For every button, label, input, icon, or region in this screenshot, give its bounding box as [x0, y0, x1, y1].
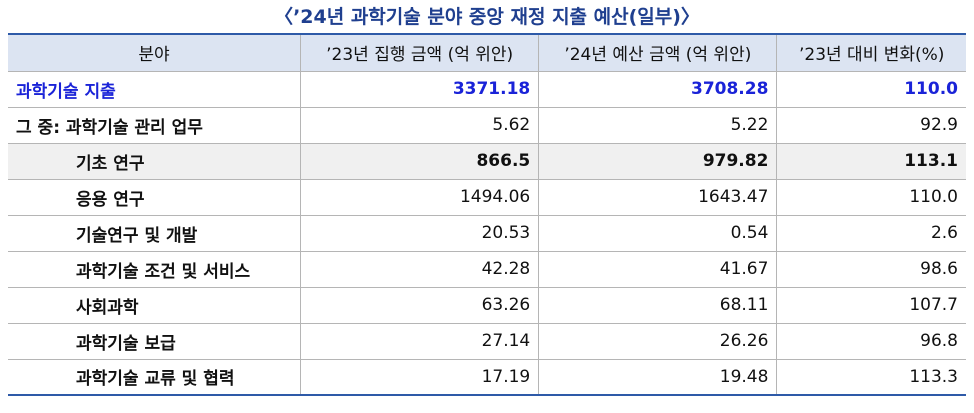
row-label: 과학기술 교류 및 협력 [8, 359, 302, 396]
row-label: 그 중: 과학기술 관리 업무 [8, 107, 302, 144]
cell-value: 0.54 [538, 215, 778, 252]
header-row: 분야 ’23년 집행 금액 (억 위안) ’24년 예산 금액 (억 위안) ’23년… [8, 34, 966, 72]
row-label: 사회과학 [8, 287, 302, 324]
cell-value: 107.7 [776, 287, 966, 324]
row-label: 기초 연구 [8, 143, 302, 180]
cell-value: 27.14 [300, 323, 540, 360]
cell-value: 20.53 [300, 215, 540, 252]
cell-value: 98.6 [776, 251, 966, 288]
cell-value: 3371.18 [300, 71, 540, 108]
budget-table: 분야 ’23년 집행 금액 (억 위안) ’24년 예산 금액 (억 위안) ’23년… [8, 33, 966, 396]
cell-value: 110.0 [776, 179, 966, 216]
cell-value: 68.11 [538, 287, 778, 324]
row-label: 과학기술 보급 [8, 323, 302, 360]
table-row: 응용 연구 1494.06 1643.47 110.0 [8, 179, 966, 216]
column-header: ’24년 예산 금액 (억 위안) [538, 34, 778, 72]
table-title: 〈’24년 과학기술 분야 중앙 재정 지출 예산(일부)〉 [274, 6, 700, 28]
cell-value: 17.19 [300, 359, 540, 396]
cell-value: 96.8 [776, 323, 966, 360]
table-row: 과학기술 지출 3371.18 3708.28 110.0 [8, 71, 966, 108]
cell-value: 113.1 [776, 143, 966, 180]
table-body: 과학기술 지출 3371.18 3708.28 110.0 그 중: 과학기술 관리 업… [8, 71, 966, 396]
cell-value: 5.62 [300, 107, 540, 144]
table-row: 과학기술 보급 27.14 26.26 96.8 [8, 323, 966, 360]
cell-value: 41.67 [538, 251, 778, 288]
table-row: 기술연구 및 개발 20.53 0.54 2.6 [8, 215, 966, 252]
table-row: 과학기술 조건 및 서비스 42.28 41.67 98.6 [8, 251, 966, 288]
table-row: 사회과학 63.26 68.11 107.7 [8, 287, 966, 324]
row-label: 응용 연구 [8, 179, 302, 216]
cell-value: 92.9 [776, 107, 966, 144]
row-label: 기술연구 및 개발 [8, 215, 302, 252]
cell-value: 110.0 [776, 71, 966, 108]
cell-value: 63.26 [300, 287, 540, 324]
table-row: 기초 연구 866.5 979.82 113.1 [8, 143, 966, 180]
cell-value: 866.5 [300, 143, 540, 180]
cell-value: 5.22 [538, 107, 778, 144]
cell-value: 1494.06 [300, 179, 540, 216]
column-header: ’23년 대비 변화(%) [776, 34, 966, 72]
column-header: 분야 [8, 34, 302, 72]
cell-value: 19.48 [538, 359, 778, 396]
cell-value: 113.3 [776, 359, 966, 396]
table-row: 그 중: 과학기술 관리 업무 5.62 5.22 92.9 [8, 107, 966, 144]
column-header: ’23년 집행 금액 (억 위안) [300, 34, 540, 72]
cell-value: 2.6 [776, 215, 966, 252]
row-label: 과학기술 지출 [8, 71, 302, 108]
table-row: 과학기술 교류 및 협력 17.19 19.48 113.3 [8, 359, 966, 396]
cell-value: 26.26 [538, 323, 778, 360]
cell-value: 979.82 [538, 143, 778, 180]
row-label: 과학기술 조건 및 서비스 [8, 251, 302, 288]
cell-value: 3708.28 [538, 71, 778, 108]
cell-value: 1643.47 [538, 179, 778, 216]
cell-value: 42.28 [300, 251, 540, 288]
